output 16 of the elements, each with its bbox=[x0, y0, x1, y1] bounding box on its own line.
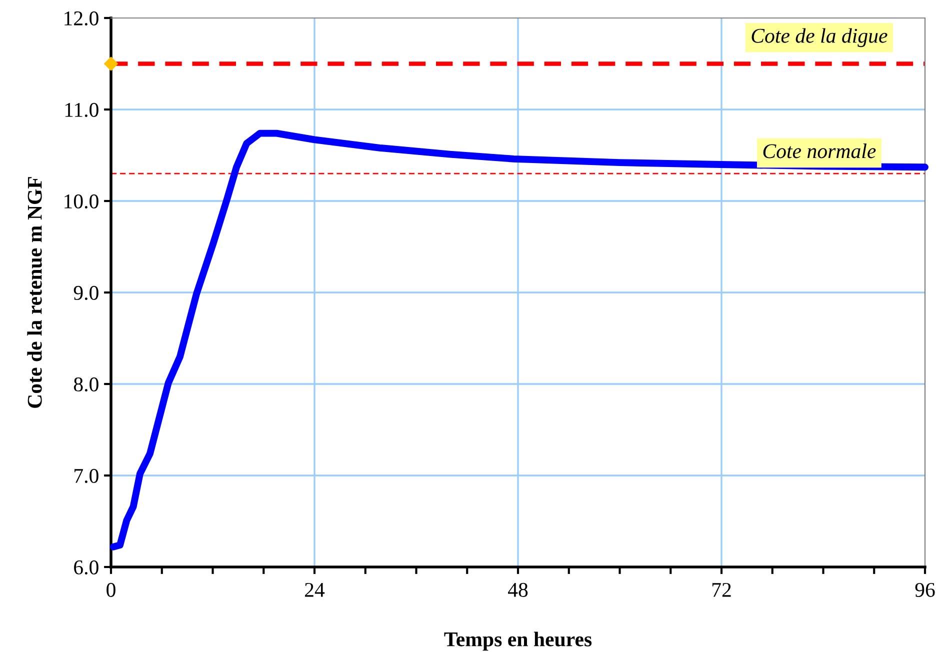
y-tick-label: 6.0 bbox=[74, 560, 98, 575]
x-tick-label: 96 bbox=[915, 582, 935, 597]
y-tick-label: 8.0 bbox=[74, 377, 98, 392]
y-axis-title: Cote de la retenue m NGF bbox=[27, 177, 42, 408]
x-tick-label: 48 bbox=[508, 582, 528, 597]
y-tick-label: 7.0 bbox=[74, 468, 98, 484]
x-tick-label: 24 bbox=[305, 582, 325, 597]
x-tick-label: 72 bbox=[712, 582, 731, 597]
x-tick-label: 0 bbox=[106, 582, 116, 597]
ref-line-label: Cote normale bbox=[763, 144, 876, 158]
y-tick-label: 10.0 bbox=[64, 194, 98, 209]
x-axis-title: Temps en heures bbox=[444, 632, 592, 651]
y-tick-label: 9.0 bbox=[74, 286, 98, 300]
ref-line-label: Cote de la digue bbox=[752, 28, 888, 48]
y-tick-label: 11.0 bbox=[65, 102, 98, 118]
y-tick-label: 12.0 bbox=[64, 11, 98, 26]
